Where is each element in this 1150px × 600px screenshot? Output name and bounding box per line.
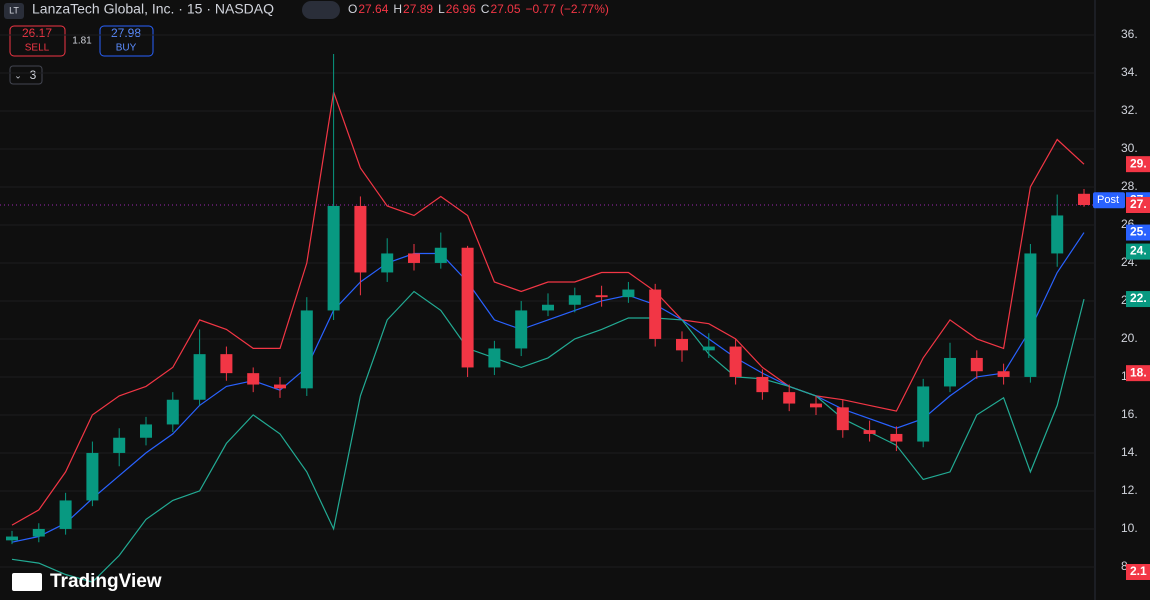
band-line: [11, 91, 1085, 526]
candle-body: [461, 247, 474, 368]
legend-value: 27.05: [490, 2, 520, 16]
y-tick-label: 12.: [1121, 483, 1138, 497]
symbol-icon: [4, 3, 24, 19]
candle-body: [1078, 193, 1090, 206]
candle-body: [1024, 253, 1037, 377]
session-badge: [302, 1, 340, 19]
candle-body: [86, 452, 99, 501]
candle-body: [836, 407, 849, 431]
price-badge-label: 22.: [1130, 291, 1147, 305]
y-tick-label: 36.: [1121, 27, 1138, 41]
price-badge-label: 25.: [1130, 225, 1147, 239]
price-badge-label: 29.: [1130, 156, 1147, 170]
chart-title: LanzaTech Global, Inc. · 15 · NASDAQ: [32, 1, 274, 17]
buy-button[interactable]: [99, 25, 154, 57]
post-tag: [1093, 192, 1125, 209]
price-badge: [1126, 197, 1150, 214]
sell-button[interactable]: [9, 25, 66, 57]
candle-body: [863, 430, 876, 434]
y-tick-label: 14.: [1121, 445, 1138, 459]
indicators-toggle[interactable]: [9, 65, 43, 85]
candle-body: [247, 373, 260, 385]
legend-key: O: [348, 2, 357, 16]
price-badge: [1126, 291, 1150, 308]
candle-body: [140, 424, 152, 438]
price-badge: [1126, 156, 1150, 173]
legend-value: 26.96: [446, 2, 476, 16]
spread: 1.81: [72, 36, 92, 47]
legend-key: C: [481, 2, 490, 16]
candle-body: [944, 357, 956, 387]
candle-body: [300, 310, 313, 389]
change-pct: (−2.77%): [560, 2, 609, 16]
sell-price[interactable]: 26.17: [22, 26, 52, 40]
candle-body: [783, 392, 796, 404]
candle-body: [542, 304, 554, 311]
buy-label[interactable]: BUY: [116, 43, 137, 54]
chevron: ⌄: [14, 70, 22, 80]
candle-body: [327, 205, 340, 311]
candle-body: [354, 205, 367, 273]
price-badge-label: 18.: [1130, 365, 1147, 379]
plot-area: [0, 34, 1095, 583]
candle-body: [622, 289, 635, 298]
legend-key: L: [438, 2, 445, 16]
candle-body: [676, 338, 688, 351]
candle-body: [810, 403, 822, 408]
candle-body: [997, 371, 1010, 377]
candle-body: [917, 386, 930, 442]
candle-body: [595, 295, 608, 298]
y-tick-label: 20.: [1121, 331, 1138, 345]
candle-body: [702, 346, 715, 351]
legend-value: 27.89: [403, 2, 433, 16]
price-badge-label: 24.: [1130, 244, 1147, 258]
candle-body: [1051, 215, 1064, 254]
candle-body: [515, 310, 528, 349]
candle-body: [488, 348, 501, 368]
band-line: [11, 232, 1085, 543]
sell-label[interactable]: SELL: [25, 43, 50, 54]
candle-body: [568, 295, 581, 305]
brand: TradingView: [50, 571, 162, 592]
candle-body: [274, 384, 286, 389]
ohlc-legend: O 27.64 H 27.89 L 26.96 C 27.05 −0.77 (−2.77%): [348, 2, 609, 16]
symbol-icon-text: LT: [9, 5, 19, 15]
y-tick-label: 28.: [1121, 179, 1138, 193]
change: −0.77: [526, 2, 557, 16]
candle-body: [193, 354, 206, 400]
candle-body: [756, 376, 769, 393]
buy-price[interactable]: 27.98: [111, 26, 141, 40]
candle-body: [434, 247, 447, 263]
candle-body: [649, 289, 662, 339]
volume-badge: [1126, 564, 1150, 580]
candle-body: [729, 346, 742, 377]
candle-body: [890, 433, 903, 442]
candle-body: [220, 354, 233, 374]
candle-body: [6, 536, 18, 541]
volume-badge-label: 2.1: [1130, 564, 1147, 578]
candle-body: [113, 437, 126, 453]
y-tick-label: 34.: [1121, 65, 1138, 79]
candle-body: [32, 528, 45, 537]
band-line: [11, 290, 1085, 583]
price-badge: [1126, 365, 1150, 382]
price-badge: [1126, 243, 1150, 260]
brand-logo: [12, 573, 42, 591]
y-tick-label: 16.: [1121, 407, 1138, 421]
candle-body: [59, 500, 72, 529]
post-tag-label: Post: [1097, 194, 1119, 206]
candle-body: [381, 253, 394, 273]
indicators-count[interactable]: 3: [30, 68, 37, 82]
legend-key: H: [393, 2, 402, 16]
y-tick-label: 30.: [1121, 141, 1138, 155]
candle-body: [408, 253, 420, 263]
y-tick-label: 10.: [1121, 521, 1138, 535]
candle-body: [166, 399, 179, 425]
candle-body: [970, 357, 983, 372]
y-tick-label: 32.: [1121, 103, 1138, 117]
price-badge: [1126, 224, 1150, 241]
price-badge-label: 27.: [1130, 197, 1147, 211]
legend-value: 27.64: [358, 2, 388, 16]
